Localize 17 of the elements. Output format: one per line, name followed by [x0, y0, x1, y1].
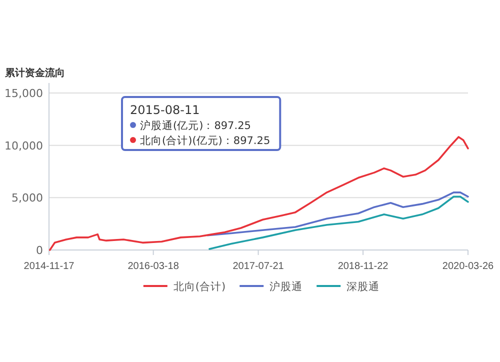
legend-label: 沪股通	[270, 280, 303, 293]
line-series	[208, 196, 469, 250]
y-tick-label: 15,000	[4, 87, 43, 100]
x-tick-label: 2018-11-22	[338, 261, 389, 272]
x-tick-label: 2017-07-21	[232, 261, 284, 272]
x-tick-label: 2020-03-26	[442, 261, 494, 272]
y-tick-label: 0	[36, 244, 43, 257]
y-tick-label: 10,000	[4, 139, 43, 152]
chart-title: 累计资金流向	[4, 67, 65, 79]
legend-label: 北向(合计)	[173, 280, 226, 293]
annotation: 2015-08-11 沪股通(亿元)：897.25 北向(合计)(亿元)：897.25	[121, 96, 282, 151]
legend-label: 深股通	[346, 280, 380, 293]
line-series	[206, 192, 469, 236]
x-tick-label: 2014-11-17	[24, 261, 75, 272]
y-tick-label: 5,000	[12, 192, 43, 205]
annotation: 2015-08-11 沪股通(亿元)：897.25 北向(合计)(亿元)：897.25	[130, 103, 270, 147]
x-tick-label: 2016-03-18	[128, 261, 180, 272]
